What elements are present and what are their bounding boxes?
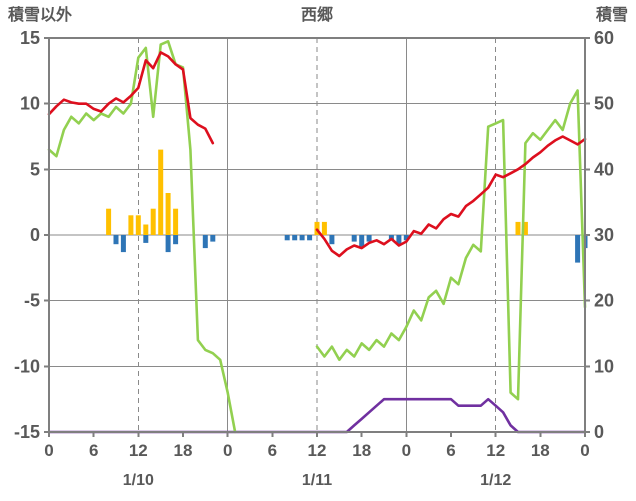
blue-bars-bar	[307, 235, 313, 241]
blue-bars-bar	[359, 235, 365, 247]
right-axis-title: 積雪	[595, 5, 628, 24]
x-tick-label: 12	[129, 441, 148, 460]
orange-bars-bar	[165, 193, 171, 235]
blue-bars-bar	[284, 235, 290, 241]
x-tick-label: 12	[308, 441, 327, 460]
date-label: 1/11	[302, 472, 332, 489]
x-tick-label: 6	[89, 441, 98, 460]
blue-bars-bar	[202, 235, 208, 249]
blue-bars-bar	[173, 235, 179, 245]
blue-bars-bar	[366, 235, 372, 242]
left-axis-title: 積雪以外	[7, 5, 72, 24]
blue-bars-bar	[143, 235, 149, 243]
blue-bars-bar	[351, 235, 357, 242]
y-left-tick-label: 5	[30, 159, 40, 179]
y-right-tick-label: 40	[594, 159, 614, 179]
y-right-tick-label: 30	[594, 225, 614, 245]
x-tick-label: 0	[402, 441, 411, 460]
x-tick-label: 6	[446, 441, 455, 460]
x-tick-label: 12	[486, 441, 505, 460]
orange-bars-bar	[128, 215, 134, 235]
blue-bars-bar	[113, 235, 119, 245]
x-tick-label: 18	[531, 441, 550, 460]
y-right-tick-label: 50	[594, 94, 614, 114]
y-left-tick-label: -10	[14, 356, 40, 376]
date-label: 1/10	[123, 472, 154, 489]
y-right-tick-label: 60	[594, 28, 614, 48]
blue-bars-bar	[292, 235, 298, 241]
green-line	[47, 40, 587, 434]
x-tick-label: 6	[268, 441, 277, 460]
red-line	[47, 51, 587, 258]
blue-bars-bar	[396, 235, 402, 245]
y-left-tick-label: -5	[24, 291, 40, 311]
x-tick-label: 18	[174, 441, 193, 460]
blue-bars-bar	[210, 235, 216, 242]
orange-bars-bar	[150, 208, 156, 235]
y-left-tick-label: 0	[30, 225, 40, 245]
blue-bars-bar	[403, 235, 409, 241]
chart-title: 西郷	[301, 6, 333, 24]
y-right-tick-label: 10	[594, 356, 614, 376]
y-right-tick-label: 20	[594, 291, 614, 311]
y-left-tick-label: -15	[14, 422, 40, 442]
y-left-tick-label: 10	[20, 94, 40, 114]
x-tick-label: 0	[223, 441, 232, 460]
x-tick-label: 0	[580, 441, 589, 460]
orange-bars-bar	[135, 215, 141, 235]
orange-bars-bar	[522, 221, 528, 235]
date-label: 1/12	[480, 472, 511, 489]
blue-bars-bar	[120, 235, 126, 253]
y-right-tick-label: 0	[594, 422, 604, 442]
orange-bars-bar	[515, 221, 521, 235]
y-left-tick-label: 15	[20, 28, 40, 48]
orange-bars-bar	[143, 224, 149, 235]
blue-bars-bar	[299, 235, 305, 241]
blue-bars-bar	[165, 235, 171, 253]
orange-bars-bar	[321, 221, 327, 235]
orange-bars-bar	[173, 208, 179, 235]
blue-bars-bar	[329, 235, 335, 245]
blue-bars-bar	[575, 235, 581, 263]
x-tick-label: 18	[352, 441, 371, 460]
orange-bars-bar	[158, 149, 164, 235]
orange-bars-bar	[106, 208, 112, 235]
x-tick-label: 0	[44, 441, 53, 460]
